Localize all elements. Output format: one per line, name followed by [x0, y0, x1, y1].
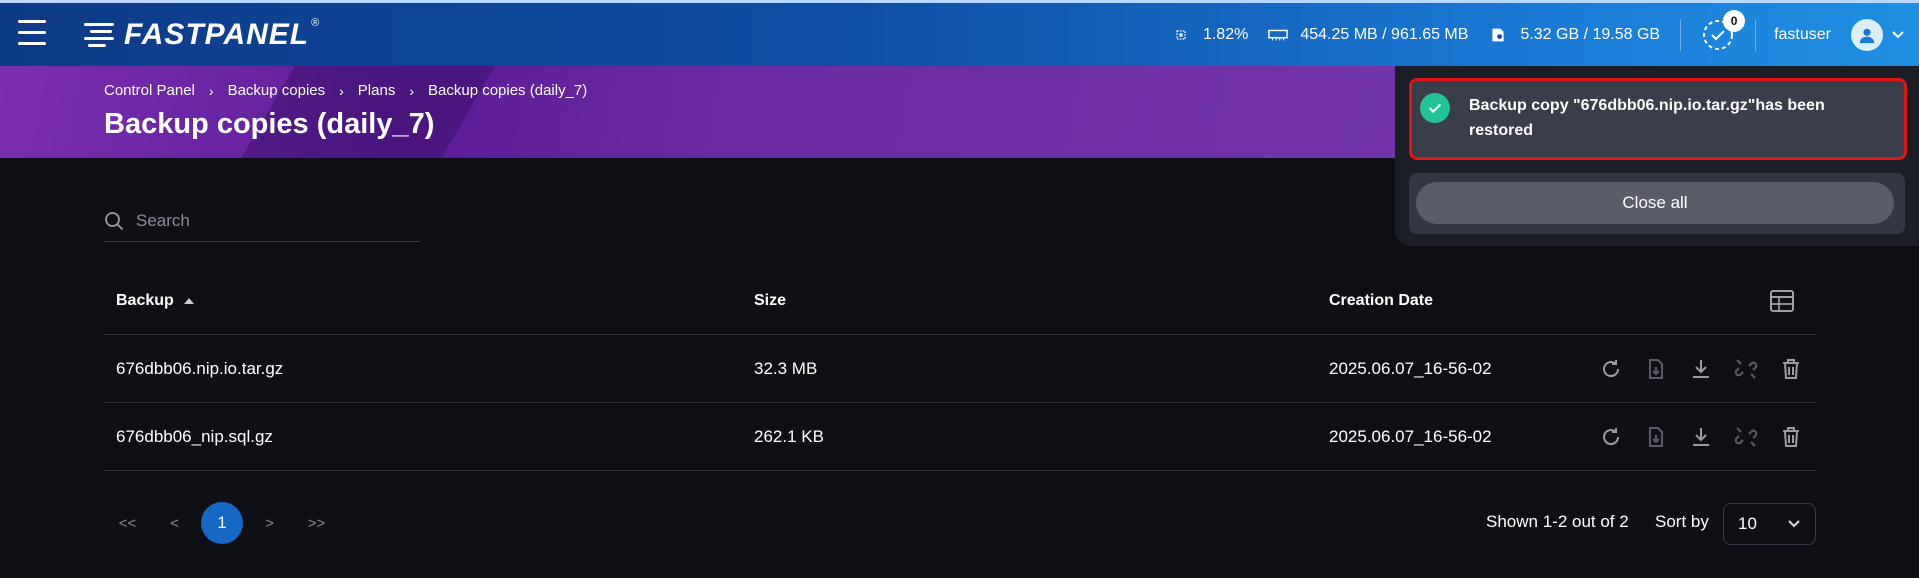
- logo-icon: [84, 21, 118, 49]
- restore-button[interactable]: [1588, 357, 1633, 381]
- backup-size: 262.1 KB: [754, 426, 824, 446]
- username: fastuser: [1774, 25, 1831, 43]
- delete-button[interactable]: [1768, 357, 1813, 381]
- logo[interactable]: FASTPANEL ®: [84, 17, 319, 53]
- download-button[interactable]: [1678, 425, 1723, 449]
- backup-name: 676dbb06.nip.io.tar.gz: [116, 358, 284, 378]
- page-1-button[interactable]: 1: [201, 502, 243, 544]
- chevron-right-icon: ›: [339, 82, 344, 99]
- first-page-button[interactable]: <<: [118, 514, 137, 532]
- file-download-icon: [1648, 358, 1663, 379]
- next-page-button[interactable]: >: [265, 514, 274, 532]
- table-row: 676dbb06_nip.sql.gz 262.1 KB 2025.06.07_…: [104, 403, 1817, 471]
- disk-stat: 5.32 GB / 19.58 GB: [1488, 26, 1660, 44]
- breadcrumb-plans[interactable]: Plans: [357, 82, 396, 99]
- restore-to-file-button[interactable]: [1633, 357, 1678, 381]
- cpu-value: 1.82%: [1202, 25, 1249, 43]
- backup-size: 32.3 MB: [754, 358, 818, 378]
- tasks-button[interactable]: 0: [1701, 9, 1746, 52]
- chevron-down-icon: [1788, 520, 1800, 528]
- last-page-button[interactable]: >>: [307, 514, 326, 532]
- success-icon: [1420, 93, 1450, 123]
- menu-icon[interactable]: [18, 20, 46, 46]
- logo-text: FASTPANEL: [124, 18, 310, 51]
- column-backup[interactable]: Backup: [116, 292, 194, 310]
- tasks-clock-icon: [1703, 19, 1734, 50]
- breadcrumb-current: Backup copies (daily_7): [428, 82, 588, 99]
- shown-count: Shown 1-2 out of 2: [1486, 512, 1629, 531]
- backup-date: 2025.06.07_16-56-02: [1329, 358, 1492, 378]
- server-stats: 1.82% 454.25 MB / 961.65 MB 5.32 GB / 19…: [1171, 3, 1919, 66]
- registered-mark: ®: [311, 17, 320, 29]
- column-creation-date[interactable]: Creation Date: [1329, 292, 1434, 309]
- page-size-value: 10: [1738, 514, 1757, 533]
- disk-icon: [1492, 28, 1505, 41]
- search-box: [104, 200, 420, 242]
- column-size[interactable]: Size: [754, 292, 787, 309]
- page-title: Backup copies (daily_7): [104, 108, 435, 140]
- table-header: Backup Size Creation Date: [104, 268, 1817, 335]
- disk-value: 5.32 GB / 19.58 GB: [1520, 25, 1661, 43]
- unlink-icon: [1734, 426, 1757, 447]
- table-settings-icon[interactable]: [1770, 290, 1794, 312]
- top-bar: FASTPANEL ® 1.82% 454.25 MB / 961.65 MB …: [0, 0, 1919, 66]
- trash-icon: [1782, 426, 1799, 447]
- backups-table: Backup Size Creation Date 676dbb06.nip.i…: [104, 268, 1817, 471]
- breadcrumb-control-panel[interactable]: Control Panel: [104, 82, 195, 99]
- file-download-icon: [1648, 426, 1663, 447]
- search-input[interactable]: [136, 210, 396, 231]
- pagination: << < 1 > >>: [104, 502, 340, 544]
- sort-asc-icon: [183, 297, 194, 304]
- download-button[interactable]: [1678, 357, 1723, 381]
- user-icon: [1859, 28, 1875, 43]
- cpu-icon: [1176, 29, 1186, 40]
- notification-message: Backup copy "676dbb06.nip.io.tar.gz"has …: [1469, 97, 1825, 139]
- backup-date: 2025.06.07_16-56-02: [1329, 426, 1492, 446]
- download-icon: [1692, 427, 1709, 446]
- prev-page-button[interactable]: <: [170, 514, 179, 532]
- row-actions: [1588, 425, 1813, 449]
- breadcrumb: Control Panel › Backup copies › Plans › …: [104, 82, 587, 99]
- ram-stat: 454.25 MB / 961.65 MB: [1268, 26, 1468, 44]
- ram-value: 454.25 MB / 961.65 MB: [1300, 25, 1469, 43]
- unlink-icon: [1734, 358, 1757, 379]
- download-icon: [1692, 359, 1709, 378]
- search-icon: [105, 211, 124, 230]
- breadcrumb-backup-copies[interactable]: Backup copies: [227, 82, 326, 99]
- restore-icon: [1602, 359, 1619, 377]
- table-row: 676dbb06.nip.io.tar.gz 32.3 MB 2025.06.0…: [104, 335, 1817, 403]
- backup-name: 676dbb06_nip.sql.gz: [116, 426, 273, 446]
- divider: [1755, 18, 1757, 51]
- tasks-badge: 0: [1723, 9, 1746, 32]
- restore-icon: [1602, 427, 1619, 445]
- unlink-button[interactable]: [1723, 357, 1768, 381]
- avatar: [1851, 18, 1883, 51]
- divider: [1680, 18, 1682, 51]
- delete-button[interactable]: [1768, 425, 1813, 449]
- cpu-stat: 1.82%: [1171, 26, 1248, 44]
- sort-by-label: Sort by: [1655, 512, 1709, 531]
- restore-to-file-button[interactable]: [1633, 425, 1678, 449]
- chevron-right-icon: ›: [409, 82, 414, 99]
- memory-icon: [1268, 29, 1289, 40]
- trash-icon: [1782, 358, 1799, 379]
- chevron-right-icon: ›: [208, 82, 214, 99]
- close-all-button[interactable]: Close all: [1416, 182, 1894, 224]
- page-size-select[interactable]: 10: [1723, 503, 1816, 545]
- unlink-button[interactable]: [1723, 425, 1768, 449]
- chevron-down-icon: [1892, 30, 1904, 38]
- row-actions: [1588, 357, 1813, 381]
- notification-toast: [1409, 78, 1907, 160]
- user-menu[interactable]: fastuser: [1774, 18, 1905, 51]
- restore-button[interactable]: [1588, 425, 1633, 449]
